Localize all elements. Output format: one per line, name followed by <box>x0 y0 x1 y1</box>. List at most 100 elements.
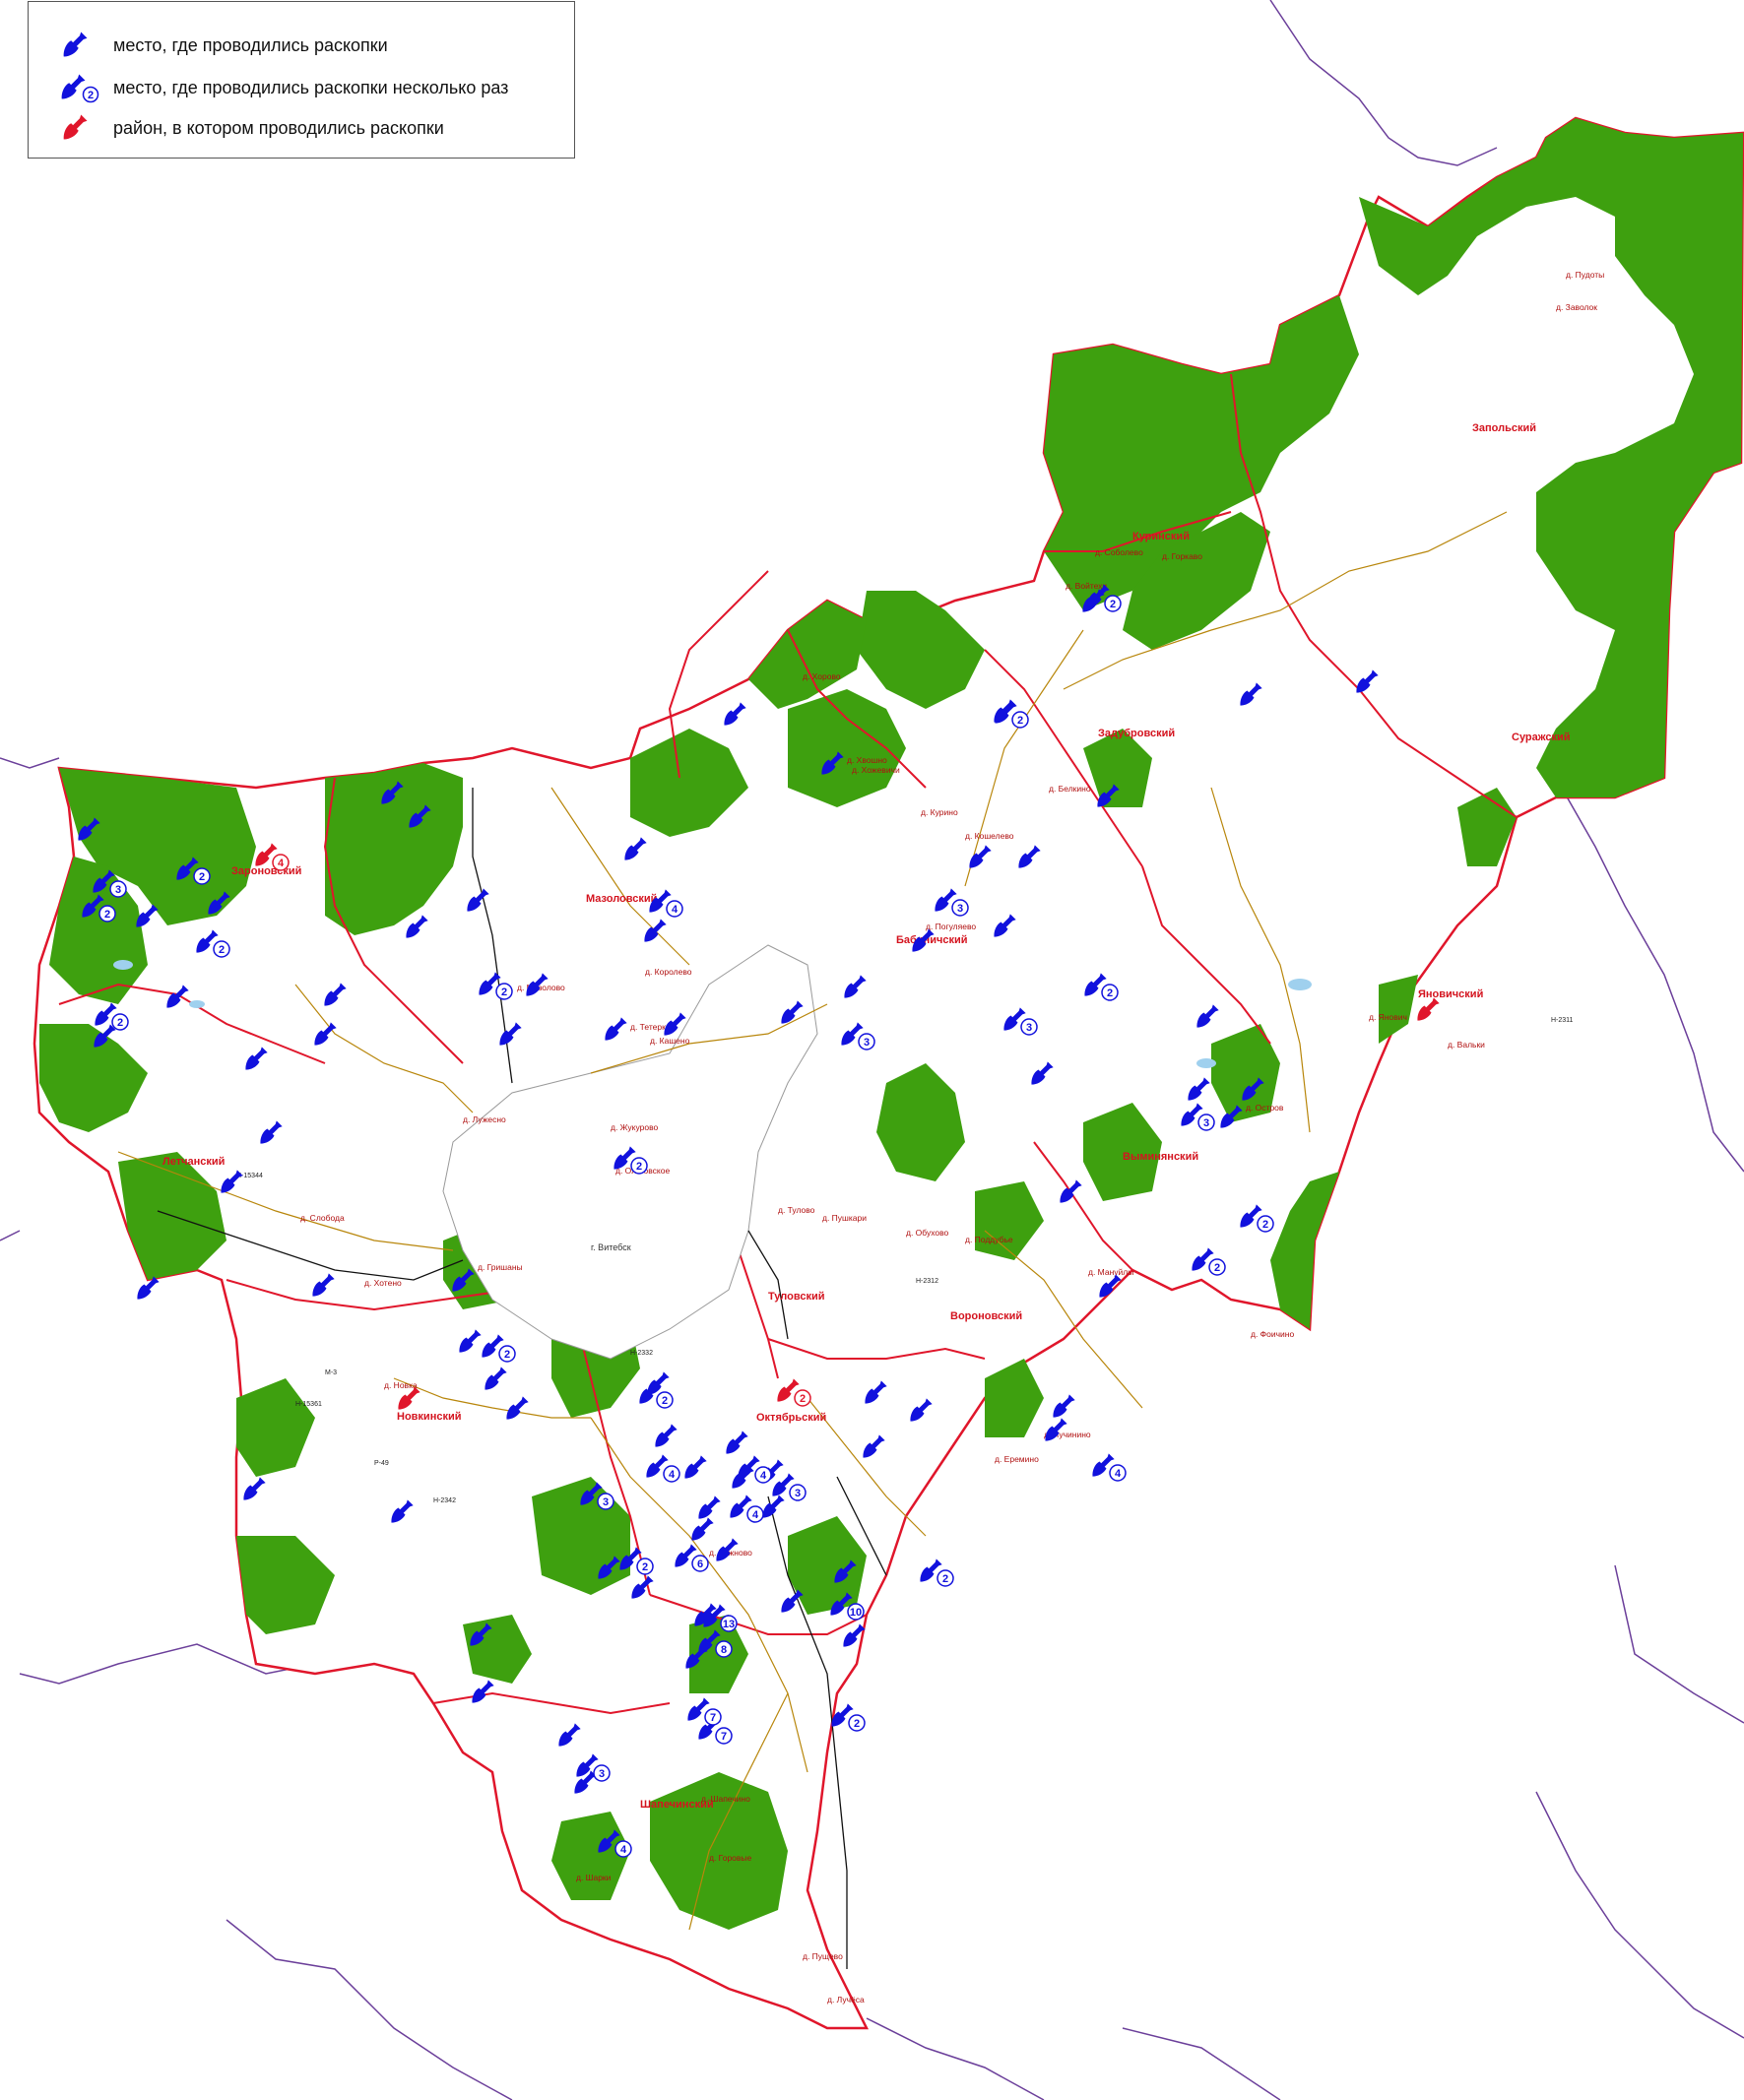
dig-site-multi-marker[interactable]: 2 <box>482 1334 516 1363</box>
count-badge <box>593 1764 611 1782</box>
count-badge-text: 2 <box>219 944 225 956</box>
place-label: д. Пудоты <box>1566 270 1604 280</box>
count-badge <box>704 1708 722 1726</box>
count-badge <box>636 1558 654 1575</box>
dig-site-multi-marker[interactable]: 2 <box>831 1703 866 1732</box>
road-label: Н-2332 <box>630 1350 653 1357</box>
dig-site-multi-marker[interactable]: 2 <box>1240 1204 1274 1233</box>
district-dig-marker[interactable]: 4 <box>255 843 290 871</box>
district-dig-marker[interactable]: 2 <box>777 1378 811 1407</box>
dig-site-multi-marker[interactable]: 4 <box>730 1495 764 1523</box>
count-badge <box>1208 1258 1226 1276</box>
dig-site-multi-marker[interactable]: 7 <box>687 1697 722 1726</box>
count-badge-text: 2 <box>199 871 205 883</box>
district-label: Летчанский <box>162 1156 225 1168</box>
dig-site-multi-marker[interactable]: 2 <box>479 972 513 1000</box>
dig-site-multi-marker[interactable]: 2 <box>176 857 211 885</box>
place-label: д. Хвошно <box>847 755 887 765</box>
count-badge-text: 2 <box>501 986 507 998</box>
road-label: Н-2311 <box>1551 1017 1574 1024</box>
dig-site-multi-marker[interactable]: 10 <box>830 1592 865 1621</box>
dig-site-multi-marker[interactable]: 2 <box>995 700 1029 729</box>
count-badge-text: 2 <box>1262 1219 1268 1231</box>
place-label: д. Лучинино <box>1044 1430 1091 1439</box>
dig-site-multi-marker[interactable]: 2 <box>1087 584 1122 612</box>
count-badge <box>498 1345 516 1363</box>
region-body <box>32 116 1744 2030</box>
dig-site-multi-marker[interactable]: 3 <box>1181 1103 1215 1131</box>
count-badge <box>847 1603 865 1621</box>
dig-site-multi-marker[interactable]: 4 <box>646 1454 680 1483</box>
dig-site-multi-marker[interactable]: 2 <box>196 929 230 958</box>
count-badge-text: 2 <box>854 1718 860 1730</box>
dig-site-multi-marker[interactable]: 7 <box>698 1716 733 1745</box>
district-label: Куринский <box>1132 531 1190 542</box>
count-badge <box>111 1013 129 1031</box>
district-label: Заронoвский <box>231 865 301 877</box>
dig-site-multi-marker[interactable]: 8 <box>698 1629 733 1658</box>
count-badge <box>597 1493 614 1510</box>
road-label: М-3 <box>325 1369 337 1376</box>
dig-site-multi-marker[interactable]: 3 <box>841 1022 875 1050</box>
dig-site-marker[interactable] <box>1053 1394 1074 1417</box>
place-label: д. Пущево <box>803 1951 843 1961</box>
district-dig-marker[interactable] <box>1417 997 1439 1020</box>
count-badge <box>1109 1464 1127 1482</box>
place-label: д. Лужесно <box>463 1114 506 1124</box>
dig-site-multi-marker[interactable]: 3 <box>935 888 969 917</box>
place-label: д. Королево <box>645 967 692 977</box>
district-label: Яновичский <box>1418 988 1483 1000</box>
place-label: д. Белкино <box>1049 784 1091 794</box>
place-label: д. Лучёса <box>827 1995 865 2005</box>
count-badge <box>98 905 116 923</box>
dig-site-multi-marker[interactable]: 2 <box>1192 1247 1226 1276</box>
dig-site-multi-marker[interactable]: 4 <box>738 1455 772 1484</box>
place-label: д. Вальки <box>1448 1040 1485 1050</box>
dig-site-multi-marker[interactable]: 3 <box>580 1482 614 1510</box>
place-label: д. Фоичино <box>1251 1329 1294 1339</box>
district-label: Новкинский <box>397 1411 461 1423</box>
count-badge <box>951 899 969 917</box>
dig-site-multi-marker[interactable]: 4 <box>1092 1453 1127 1482</box>
count-badge-text: 3 <box>603 1496 609 1508</box>
dig-site-multi-marker[interactable]: 4 <box>649 889 683 918</box>
dig-site-multi-marker[interactable]: 2 <box>920 1559 954 1587</box>
legend-label-single: место, где проводились раскопки <box>113 34 388 55</box>
dig-site-multi-marker[interactable]: 3 <box>1003 1007 1038 1036</box>
place-label: д. Новка <box>384 1380 418 1390</box>
place-label: д. Остров <box>1246 1103 1284 1113</box>
count-badge-text: 4 <box>620 1844 627 1856</box>
dig-site-multi-marker[interactable]: 2 <box>639 1380 674 1409</box>
count-badge-text: 4 <box>672 904 678 916</box>
dig-site-multi-marker[interactable]: 6 <box>675 1544 709 1572</box>
road-label: Н-2312 <box>916 1278 938 1285</box>
count-badge-text: 3 <box>957 903 963 915</box>
count-badge-text: 3 <box>599 1768 605 1780</box>
district-label: Выминянский <box>1123 1151 1198 1163</box>
dig-site-multi-marker[interactable]: 3 <box>772 1473 807 1501</box>
road-label: Н-2342 <box>433 1497 456 1504</box>
district-label: Шапечинский <box>640 1799 714 1811</box>
dig-site-multi-marker[interactable]: 3 <box>93 869 127 898</box>
count-badge <box>1104 595 1122 612</box>
place-label: д. Горкаво <box>1162 551 1202 561</box>
dig-site-multi-marker[interactable]: 2 <box>1084 973 1119 1001</box>
dig-site-multi-marker[interactable]: 2 <box>614 1146 648 1175</box>
dig-site-multi-marker[interactable]: 13 <box>703 1604 738 1632</box>
count-badge <box>614 1840 632 1858</box>
count-badge <box>1011 711 1029 729</box>
dig-site-multi-marker[interactable]: 4 <box>598 1829 632 1858</box>
place-label: д. Рожново <box>709 1548 752 1558</box>
count-badge-text: 3 <box>795 1488 801 1499</box>
map-legend: место, где проводились раскопки 2 место,… <box>28 1 575 159</box>
count-badge-text: 2 <box>504 1349 510 1361</box>
dig-site-multi-marker[interactable]: 2 <box>619 1547 654 1575</box>
dig-site-multi-marker[interactable]: 3 <box>576 1753 611 1782</box>
dig-site-multi-marker[interactable]: 2 <box>82 894 116 923</box>
count-badge <box>272 854 290 871</box>
shovel-with-count-icon: 2 <box>56 68 99 107</box>
count-badge-text: 2 <box>117 1017 123 1029</box>
dig-site-multi-marker[interactable]: 2 <box>95 1002 129 1031</box>
count-badge <box>789 1484 807 1501</box>
